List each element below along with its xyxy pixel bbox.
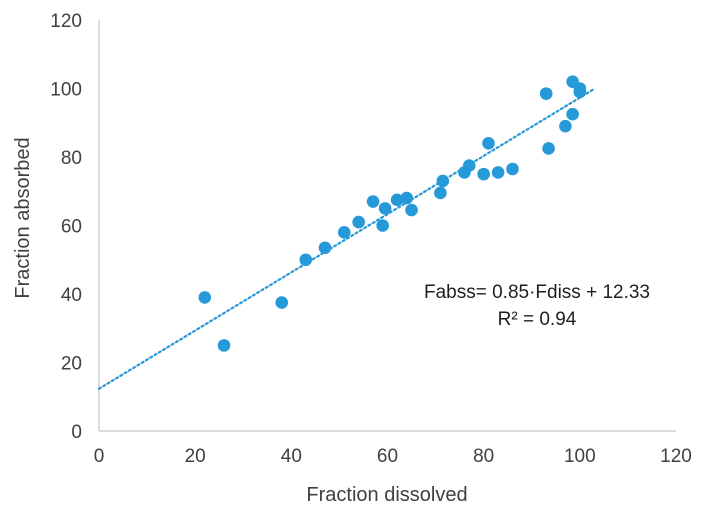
x-axis-title: Fraction dissolved [306,484,467,506]
x-tick-label: 60 [377,446,398,467]
data-point [559,119,572,133]
trendline [97,87,596,390]
data-point [482,137,495,150]
data-point [400,191,414,205]
data-point [506,162,519,176]
data-point [217,339,231,352]
data-point [378,202,392,215]
y-tick-labels: 0 20 40 60 80 100 120 [50,11,82,443]
data-point [337,226,351,239]
data-point [566,107,579,121]
data-point [491,166,505,179]
data-point [436,174,450,188]
trendline-equation: Fabss= 0.85·Fdiss + 12.33 [424,282,650,303]
data-point [275,296,289,309]
x-tick-label: 20 [185,446,206,467]
data-point [405,203,418,217]
x-tick-label: 100 [564,446,596,467]
data-point [477,167,490,181]
trendline-layer [97,87,596,390]
y-tick-label: 40 [61,285,82,306]
data-point [390,193,404,207]
trendline-r-squared: R² = 0.94 [498,309,577,330]
x-tick-label: 40 [281,446,302,467]
y-axis-title: Fraction absorbed [12,137,34,298]
data-point [198,291,212,304]
y-tick-label: 20 [61,354,82,375]
data-point [573,85,587,99]
y-tick-label: 60 [61,217,82,238]
y-tick-label: 120 [50,11,82,32]
x-tick-labels: 0 20 40 60 80 100 120 [94,446,692,467]
y-tick-label: 100 [50,80,82,101]
x-tick-label: 80 [473,446,494,467]
data-point [299,253,313,267]
data-point [434,186,447,200]
y-tick-label: 80 [61,148,82,169]
data-point [366,195,380,208]
data-points [198,75,587,352]
data-point [539,87,553,100]
axes [98,20,676,432]
data-point [352,215,365,229]
data-point [462,159,476,172]
x-tick-label: 0 [94,446,105,467]
data-point [542,142,555,155]
data-point [376,219,389,232]
x-tick-label: 120 [660,446,692,467]
data-point [318,241,332,255]
y-tick-label: 0 [71,422,82,443]
